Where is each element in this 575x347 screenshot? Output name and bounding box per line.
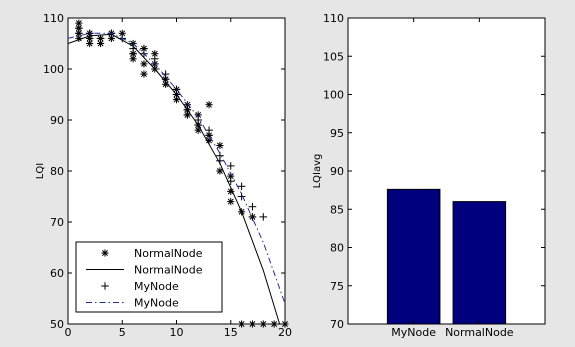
- series-2-point-1: [75, 29, 83, 38]
- y-tick-label: 50: [50, 318, 64, 331]
- bar-NormalNode: [452, 201, 507, 325]
- bar-MyNode: [386, 188, 441, 325]
- series-0-point-16: [140, 60, 148, 68]
- y-tick-label: 85: [330, 203, 344, 216]
- legend-marker: [101, 249, 109, 257]
- legend-label: NormalNode: [134, 247, 203, 260]
- y-tick-label: 70: [50, 216, 64, 229]
- series-2-point-28: [237, 192, 246, 201]
- legend-label: NormalNode: [134, 264, 203, 277]
- series-0-point-38: [227, 187, 235, 195]
- y-tick-label: 100: [43, 63, 64, 76]
- series-2-point-26: [226, 177, 235, 185]
- legend-box: [75, 241, 223, 313]
- series-2-point-24: [216, 157, 224, 165]
- x-tick-label: 20: [278, 326, 292, 339]
- lqi-y-axis-label: LQI: [35, 163, 46, 179]
- y-tick-label: 105: [323, 50, 344, 63]
- series-0-point-43: [248, 320, 257, 328]
- series-0-point-39: [227, 198, 235, 206]
- series-2-point-8: [129, 49, 137, 58]
- legend-label: MyNode: [134, 280, 179, 293]
- x-tick-label: 0: [65, 326, 72, 339]
- series-2-point-22: [205, 131, 213, 140]
- series-0-point-22: [162, 80, 170, 88]
- lqi-axes: 0 5 10 15 20 50 60 70 80 90 100 110: [43, 12, 292, 339]
- y-tick-label: 90: [50, 114, 64, 127]
- lqiavg-plot-data: [386, 188, 507, 325]
- series-2-point-4: [96, 34, 105, 43]
- y-tick-label: 70: [330, 318, 344, 331]
- series-0-point-45: [270, 320, 278, 328]
- y-tick-label: 60: [50, 267, 64, 280]
- y-tick-label: 75: [330, 280, 344, 293]
- series-0-point-17: [140, 70, 148, 78]
- legend-label: MyNode: [134, 297, 179, 310]
- y-tick-label: 110: [43, 12, 64, 25]
- series-2-point-31: [259, 213, 268, 221]
- y-tick-label: 100: [323, 89, 344, 102]
- series-0-point-35: [216, 141, 224, 150]
- series-2-point-20: [194, 121, 202, 129]
- lqiavg-bar-chart: MyNode NormalNode 70 75 80 85 90 95 100 105 110 LQ…: [312, 12, 546, 339]
- y-tick-label: 90: [330, 165, 344, 178]
- series-2-point-18: [183, 111, 192, 119]
- y-tick-label: 80: [330, 242, 344, 255]
- legend-marker: [101, 282, 109, 290]
- series-2-point-3: [85, 34, 94, 43]
- series-2-point-27: [237, 182, 246, 191]
- series-0-point-44: [259, 320, 267, 328]
- x-tick-label-NormalNode: NormalNode: [445, 326, 514, 339]
- series-0-point-32: [205, 101, 213, 109]
- series-0-point-41: [238, 320, 246, 328]
- lqi-plot-data: [68, 19, 289, 328]
- series-2-point-29: [248, 202, 257, 211]
- series-2-point-30: [248, 213, 257, 221]
- lqiavg-plot-area: [347, 17, 546, 325]
- x-tick-label: 15: [224, 326, 238, 339]
- lqiavg-y-axis-label: LQIavg: [312, 154, 323, 189]
- lqiavg-axes: MyNode NormalNode 70 75 80 85 90 95 100 105 110: [323, 12, 545, 339]
- y-tick-label: 110: [323, 12, 344, 25]
- x-tick-label: 10: [170, 326, 184, 339]
- y-tick-label: 80: [50, 165, 64, 178]
- series-0-point-36: [216, 167, 224, 175]
- series-line-3: [68, 32, 285, 304]
- lqi-legend: NormalNode NormalNode MyNode MyNode: [75, 241, 223, 313]
- series-2-point-16: [172, 90, 181, 99]
- x-tick-label: 5: [119, 326, 126, 339]
- y-tick-label: 95: [330, 127, 344, 140]
- x-tick-label-MyNode: MyNode: [391, 326, 436, 339]
- series-2-point-25: [226, 162, 235, 170]
